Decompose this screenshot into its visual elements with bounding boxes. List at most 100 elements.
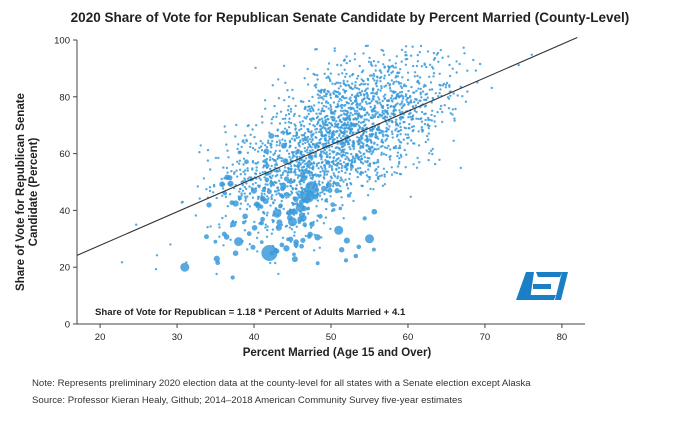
data-point: [405, 54, 408, 57]
data-point: [243, 134, 247, 137]
data-point: [297, 190, 300, 193]
data-point: [205, 188, 208, 191]
data-point: [403, 103, 406, 106]
data-point: [419, 93, 422, 96]
data-point: [307, 83, 310, 86]
data-point: [284, 191, 290, 197]
data-point: [351, 155, 355, 158]
data-point: [387, 73, 391, 77]
data-point: [329, 72, 332, 75]
data-point: [360, 154, 363, 158]
data-point: [384, 84, 388, 87]
data-point: [403, 148, 406, 152]
data-point: [256, 184, 260, 187]
data-point: [346, 152, 349, 155]
data-point: [394, 62, 397, 65]
data-point: [397, 138, 400, 142]
data-point: [349, 148, 352, 151]
data-point: [246, 169, 249, 172]
data-point: [401, 100, 404, 103]
data-point: [306, 67, 309, 71]
data-point: [342, 217, 345, 220]
data-point: [376, 126, 380, 129]
data-point: [291, 156, 294, 159]
data-point: [258, 172, 262, 175]
data-point: [355, 152, 358, 156]
data-point: [330, 145, 333, 148]
data-point: [154, 268, 158, 271]
data-point: [248, 205, 252, 208]
data-point: [345, 184, 349, 187]
data-point: [395, 55, 398, 58]
data-point: [372, 95, 375, 98]
data-point: [270, 196, 273, 199]
data-point: [264, 223, 267, 226]
data-point: [349, 111, 352, 115]
data-point: [343, 129, 347, 132]
data-point: [386, 146, 389, 150]
data-point: [410, 101, 413, 104]
data-point: [417, 130, 420, 133]
data-point: [399, 95, 402, 98]
data-point: [327, 90, 330, 94]
data-point: [288, 226, 292, 229]
data-point: [298, 121, 302, 124]
data-point: [323, 164, 327, 167]
data-point: [365, 130, 368, 134]
data-point: [315, 205, 318, 208]
logo-mark-a: [516, 272, 534, 300]
data-point: [350, 93, 354, 97]
data-point: [324, 139, 328, 142]
data-point: [374, 169, 377, 172]
data-point: [359, 145, 362, 148]
data-point: [366, 159, 369, 163]
data-point: [313, 145, 316, 149]
data-point: [419, 44, 423, 48]
data-point: [371, 113, 374, 117]
data-point: [373, 104, 376, 108]
data-point: [304, 150, 307, 153]
data-point: [316, 74, 319, 77]
data-point: [335, 146, 338, 149]
data-point: [278, 149, 281, 153]
data-point: [343, 154, 347, 157]
data-point: [331, 168, 334, 172]
data-point: [278, 179, 281, 182]
data-point: [463, 52, 466, 55]
data-point: [257, 208, 260, 211]
data-point: [251, 224, 258, 231]
data-point: [376, 137, 380, 140]
data-point: [248, 192, 252, 195]
data-point: [349, 99, 353, 103]
data-point: [213, 255, 220, 262]
data-point: [386, 128, 389, 131]
data-point: [347, 106, 350, 110]
data-point: [320, 102, 324, 105]
data-point: [371, 247, 376, 252]
data-point: [390, 99, 393, 102]
data-point: [246, 177, 250, 180]
data-point: [412, 91, 415, 94]
data-point: [297, 151, 300, 154]
data-point: [306, 115, 309, 118]
data-point: [330, 116, 333, 119]
data-point: [328, 121, 331, 125]
data-point: [325, 173, 329, 176]
data-point: [304, 234, 307, 238]
data-point: [409, 111, 412, 115]
data-point: [339, 159, 342, 162]
data-point: [326, 68, 330, 71]
data-point: [415, 166, 419, 169]
data-point: [352, 123, 356, 126]
data-point: [342, 161, 346, 164]
data-point: [322, 150, 325, 153]
data-point: [242, 157, 246, 160]
data-point: [353, 109, 357, 113]
data-point: [430, 101, 433, 104]
data-point: [383, 77, 386, 80]
data-point: [315, 131, 318, 134]
data-point: [324, 101, 328, 104]
data-point: [404, 45, 408, 48]
data-point: [362, 142, 365, 145]
data-point: [266, 228, 269, 232]
